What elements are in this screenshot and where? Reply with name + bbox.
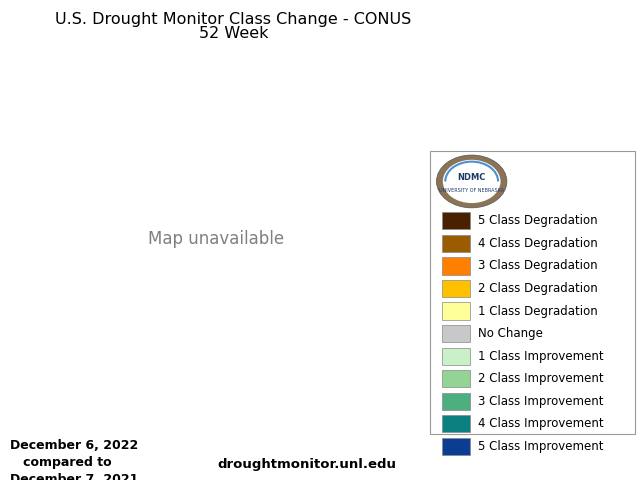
Text: Map unavailable: Map unavailable bbox=[148, 230, 284, 248]
Text: 3 Class Degradation: 3 Class Degradation bbox=[478, 259, 598, 273]
Text: 3 Class Improvement: 3 Class Improvement bbox=[478, 395, 604, 408]
Text: 4 Class Degradation: 4 Class Degradation bbox=[478, 237, 598, 250]
Text: 1 Class Improvement: 1 Class Improvement bbox=[478, 349, 604, 363]
Text: December 6, 2022
   compared to
December 7, 2021: December 6, 2022 compared to December 7,… bbox=[10, 439, 138, 480]
Text: 4 Class Improvement: 4 Class Improvement bbox=[478, 417, 604, 431]
Text: 2 Class Degradation: 2 Class Degradation bbox=[478, 282, 598, 295]
Text: droughtmonitor.unl.edu: droughtmonitor.unl.edu bbox=[218, 458, 397, 471]
Text: No Change: No Change bbox=[478, 327, 543, 340]
Text: 5 Class Degradation: 5 Class Degradation bbox=[478, 214, 598, 228]
Text: 2 Class Improvement: 2 Class Improvement bbox=[478, 372, 604, 385]
Text: 52 Week: 52 Week bbox=[199, 26, 268, 41]
Text: U.S. Drought Monitor Class Change - CONUS: U.S. Drought Monitor Class Change - CONU… bbox=[56, 12, 412, 27]
Text: NDMC: NDMC bbox=[458, 173, 486, 182]
Text: 5 Class Improvement: 5 Class Improvement bbox=[478, 440, 604, 453]
Text: UNIVERSITY OF NEBRASKA: UNIVERSITY OF NEBRASKA bbox=[439, 188, 504, 192]
Text: 1 Class Degradation: 1 Class Degradation bbox=[478, 304, 598, 318]
